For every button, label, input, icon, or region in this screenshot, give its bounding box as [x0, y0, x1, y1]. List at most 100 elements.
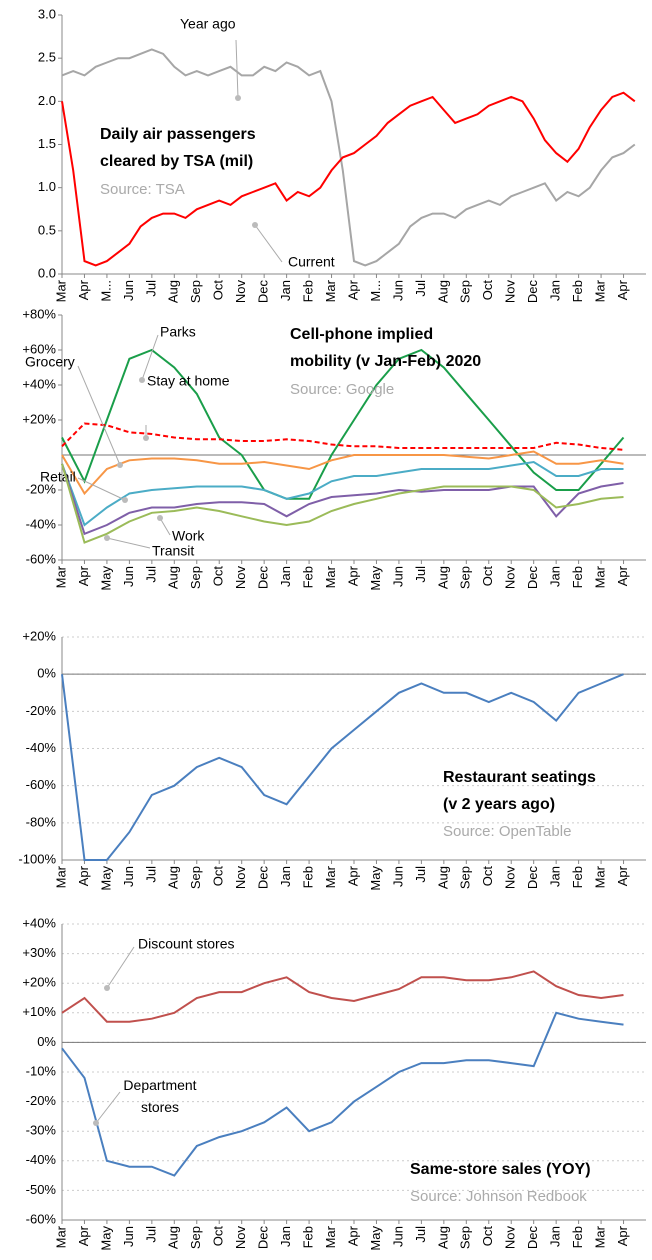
series-line: [61, 348, 625, 500]
y-tick-label: 1.5: [38, 136, 56, 151]
x-tick-label: Jul: [413, 566, 428, 583]
series-label: Parks: [160, 324, 196, 340]
x-tick-label: Feb: [570, 566, 585, 588]
series-label: Discount stores: [138, 936, 234, 952]
y-tick-label: 0%: [37, 666, 56, 681]
x-tick-label: Dec: [256, 566, 271, 590]
x-tick-label: Dec: [525, 1226, 540, 1250]
y-tick-label: -100%: [18, 851, 56, 866]
x-tick-label: Jan: [548, 1226, 563, 1247]
x-tick-label: Oct: [480, 280, 495, 301]
series-label: Work: [172, 528, 205, 544]
x-tick-label: May: [98, 1226, 113, 1251]
x-tick-label: Mar: [593, 279, 608, 302]
y-tick-label: 3.0: [38, 6, 56, 21]
x-tick-label: Jun: [390, 1226, 405, 1247]
x-tick-label: Apr: [76, 565, 91, 586]
x-tick-label: Sep: [188, 1226, 203, 1249]
series-label: Current: [288, 254, 335, 270]
x-tick-label: Mar: [323, 1225, 338, 1248]
x-tick-label: Feb: [301, 566, 316, 588]
y-tick-label: 0%: [37, 1034, 56, 1049]
leader-dot: [93, 1120, 99, 1126]
x-tick-label: Jun: [121, 1226, 136, 1247]
series-line: [61, 91, 636, 267]
series-line: [61, 970, 624, 1023]
x-tick-label: Oct: [211, 1226, 226, 1247]
y-tick-label: -40%: [26, 740, 57, 755]
x-tick-label: Feb: [570, 280, 585, 302]
series-label: Department stores: [123, 1077, 196, 1115]
x-tick-label: Nov: [503, 866, 518, 890]
y-tick-label: +40%: [22, 376, 56, 391]
x-tick-label: Apr: [615, 865, 630, 886]
x-tick-label: Jul: [413, 866, 428, 883]
y-tick-label: +40%: [22, 915, 56, 930]
x-tick-label: Jan: [278, 566, 293, 587]
chart-title: Same-store sales (YOY): [410, 1161, 591, 1178]
x-tick-label: Jan: [278, 1226, 293, 1247]
x-tick-label: Sep: [188, 866, 203, 889]
x-tick-label: Jun: [390, 280, 405, 301]
x-tick-label: Aug: [166, 1226, 181, 1249]
chart-source: Source: Google: [290, 381, 394, 398]
y-tick-label: -10%: [26, 1063, 57, 1078]
x-tick-label: Oct: [480, 566, 495, 587]
x-tick-label: Dec: [256, 280, 271, 304]
x-tick-label: Jan: [548, 566, 563, 587]
y-tick-label: -60%: [26, 551, 57, 566]
label-leader: [159, 517, 171, 536]
y-tick-label: 0.0: [38, 265, 56, 280]
series-label: Grocery: [25, 354, 75, 370]
x-tick-label: Nov: [503, 1226, 518, 1250]
label-leader: [95, 1091, 121, 1124]
leader-dot: [122, 497, 128, 503]
x-tick-label: Mar: [593, 565, 608, 588]
x-tick-label: Oct: [211, 280, 226, 301]
x-tick-label: Mar: [323, 565, 338, 588]
x-tick-label: Sep: [188, 280, 203, 303]
label-leader: [77, 477, 126, 501]
x-tick-label: Mar: [323, 279, 338, 302]
x-tick-label: Apr: [615, 565, 630, 586]
x-tick-label: Jul: [143, 566, 158, 583]
x-tick-label: Jan: [548, 866, 563, 887]
series-label: Year ago: [180, 16, 236, 32]
y-tick-label: -50%: [26, 1182, 57, 1197]
x-tick-label: Mar: [53, 865, 68, 888]
series-line: [61, 48, 636, 267]
y-tick-label: -20%: [26, 1093, 57, 1108]
y-tick-label: +80%: [22, 306, 56, 321]
x-tick-label: Apr: [615, 1225, 630, 1246]
chart-title: Daily air passengers: [100, 126, 256, 143]
label-leader: [254, 224, 283, 263]
series-label: Stay at home: [147, 373, 230, 389]
x-tick-label: Nov: [233, 566, 248, 590]
x-tick-label: Feb: [301, 280, 316, 302]
series-line: [61, 450, 624, 496]
label-leader: [77, 365, 121, 466]
x-tick-label: Jul: [413, 1226, 428, 1243]
x-tick-label: Mar: [323, 865, 338, 888]
leader-dot: [157, 515, 163, 521]
x-tick-label: Feb: [301, 866, 316, 888]
x-tick-label: Jun: [121, 566, 136, 587]
x-tick-label: Feb: [570, 866, 585, 888]
y-tick-label: 0.5: [38, 222, 56, 237]
label-leader: [106, 537, 151, 549]
x-tick-label: Jul: [143, 280, 158, 297]
x-tick-label: Oct: [480, 866, 495, 887]
series-line: [61, 1011, 624, 1177]
x-tick-label: Apr: [345, 565, 360, 586]
leader-dot: [235, 95, 241, 101]
y-tick-label: +60%: [22, 341, 56, 356]
series-label: Retail: [40, 469, 76, 485]
x-tick-label: Aug: [435, 280, 450, 303]
x-tick-label: Oct: [211, 566, 226, 587]
x-tick-label: Dec: [256, 1226, 271, 1250]
x-tick-label: Dec: [525, 866, 540, 890]
y-tick-label: -40%: [26, 516, 57, 531]
label-leader: [235, 39, 239, 99]
x-tick-label: Jun: [390, 566, 405, 587]
